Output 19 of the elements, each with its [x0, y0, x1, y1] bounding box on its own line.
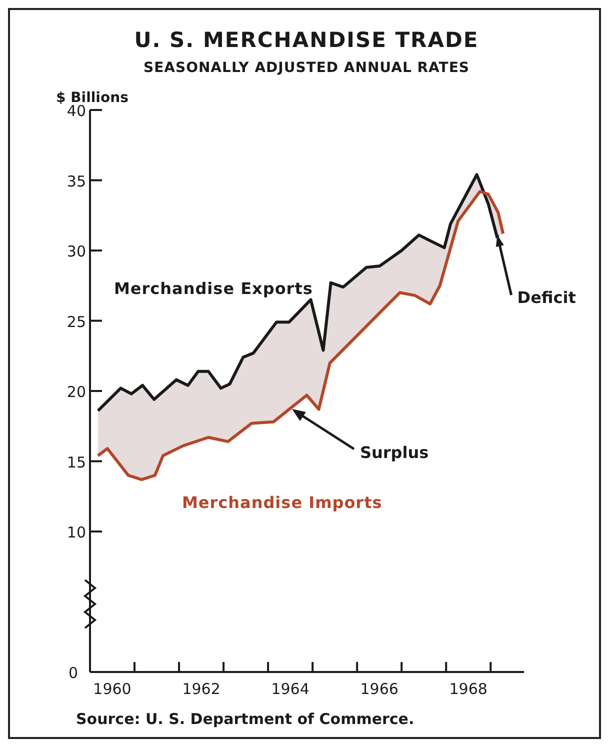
- x-tick-label: 1960: [93, 680, 132, 698]
- text: Merchandise Imports: [182, 493, 382, 512]
- chart-subtitle: SEASONALLY ADJUSTED ANNUAL RATES: [142, 60, 470, 76]
- y-tick-label: 25: [66, 312, 86, 331]
- x-tick-label: 1964: [271, 680, 310, 698]
- series-label: Merchandise Exports: [114, 279, 313, 298]
- x-tick-label: 1962: [182, 680, 220, 698]
- annotation: Deficit: [517, 288, 576, 308]
- y-tick-label: 10: [66, 524, 86, 542]
- source-note: Source: U. S. Department of Commerce.: [76, 710, 414, 728]
- y-tick-label: 0: [68, 664, 78, 682]
- y-tick-label: 15: [66, 453, 86, 472]
- x-tick-label: 1966: [360, 680, 398, 698]
- chart-title: U. S. MERCHANDISE TRADE: [133, 28, 480, 52]
- x-tick-label: 1968: [449, 680, 488, 698]
- y-tick-label: 35: [66, 172, 86, 190]
- y-tick-label: 30: [66, 242, 86, 260]
- annotation: Surplus: [360, 443, 429, 462]
- y-tick-label: 20: [66, 383, 86, 401]
